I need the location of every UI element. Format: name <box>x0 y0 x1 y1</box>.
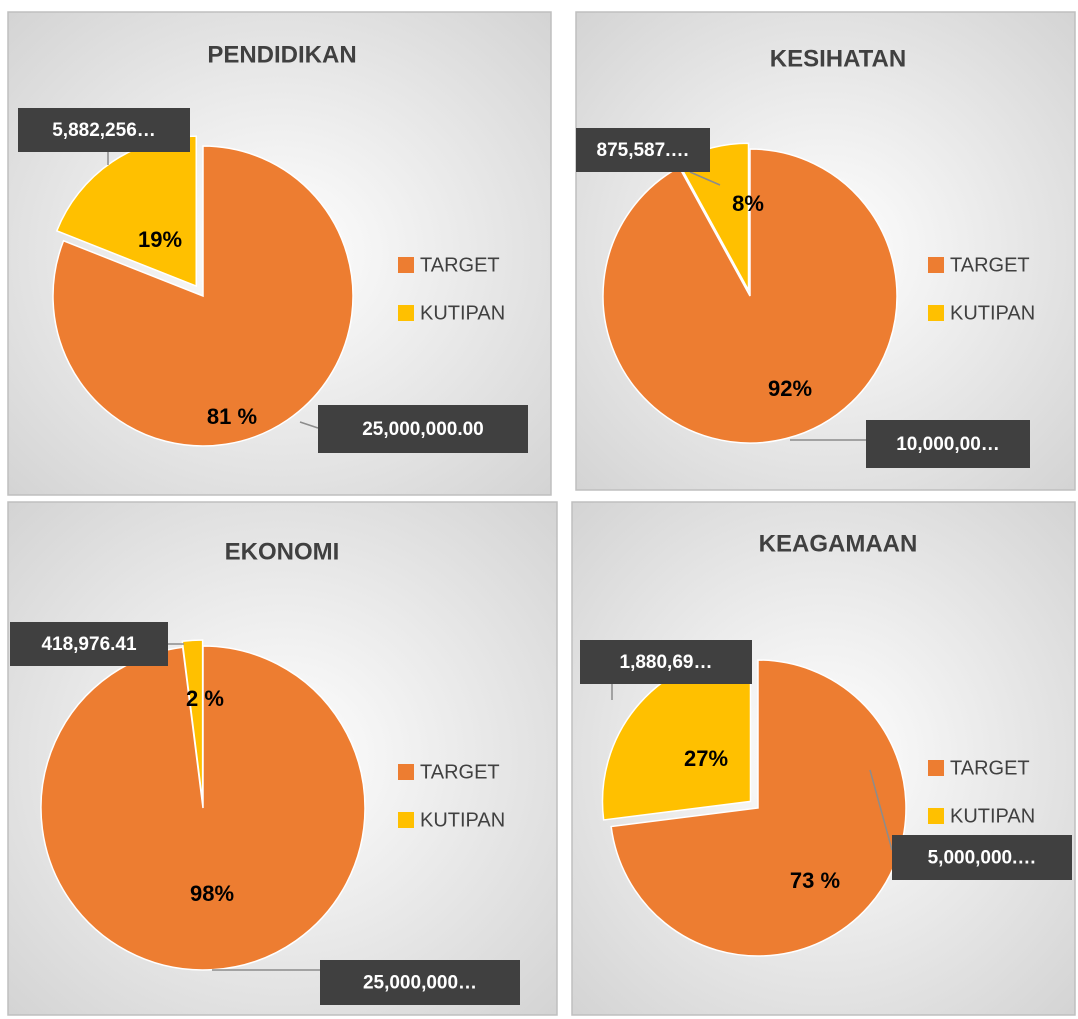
percent-label: 27% <box>684 746 728 771</box>
legend-swatch <box>398 305 414 321</box>
amount-label: 418,976.41 <box>41 634 137 655</box>
pie-slice <box>181 639 204 803</box>
amount-box <box>18 108 190 152</box>
legend-label: TARGET <box>950 757 1030 779</box>
legend-swatch <box>928 760 944 776</box>
amount-box <box>320 960 520 1005</box>
amount-label: 5,000,000.… <box>928 848 1037 869</box>
percent-label: 81 % <box>207 404 257 429</box>
chart-title: KEAGAMAAN <box>759 530 918 557</box>
amount-box <box>318 405 528 453</box>
amount-box <box>580 640 752 684</box>
percent-label: 73 % <box>790 868 840 893</box>
legend-swatch <box>398 764 414 780</box>
legend-label: TARGET <box>420 761 500 783</box>
legend-label: KUTIPAN <box>950 805 1035 827</box>
legend-label: KUTIPAN <box>950 302 1035 324</box>
chart-title: KESIHATAN <box>770 45 906 72</box>
legend-label: KUTIPAN <box>420 302 505 324</box>
amount-box <box>10 622 168 666</box>
leader-line <box>299 421 319 429</box>
chart-title: EKONOMI <box>225 538 340 565</box>
legend-swatch <box>928 257 944 273</box>
leader-line <box>689 171 721 186</box>
legend-label: TARGET <box>420 254 500 276</box>
pie-slice <box>602 148 898 444</box>
percent-label: 8% <box>732 191 764 216</box>
amount-label: 875,587.… <box>597 140 690 161</box>
legend-label: KUTIPAN <box>420 809 505 831</box>
legend-swatch <box>928 808 944 824</box>
pie-slice <box>610 659 907 957</box>
pie-slice <box>52 145 354 447</box>
amount-box <box>866 420 1030 468</box>
percent-label: 98% <box>190 881 234 906</box>
leader-line <box>869 769 893 851</box>
amount-label: 25,000,000… <box>363 973 477 994</box>
legend-swatch <box>398 812 414 828</box>
legend-swatch <box>928 305 944 321</box>
amount-label: 25,000,000.00 <box>362 419 484 440</box>
legend-label: TARGET <box>950 254 1030 276</box>
percent-label: 92% <box>768 376 812 401</box>
legend-swatch <box>398 257 414 273</box>
chart-title: PENDIDIKAN <box>207 41 356 68</box>
percent-label: 2 % <box>186 686 224 711</box>
percent-label: 19% <box>138 227 182 252</box>
amount-label: 1,880,69… <box>620 652 713 673</box>
amount-label: 5,882,256… <box>52 120 156 141</box>
amount-box <box>576 128 710 172</box>
amount-box <box>892 835 1072 880</box>
amount-label: 10,000,00… <box>896 434 1000 455</box>
